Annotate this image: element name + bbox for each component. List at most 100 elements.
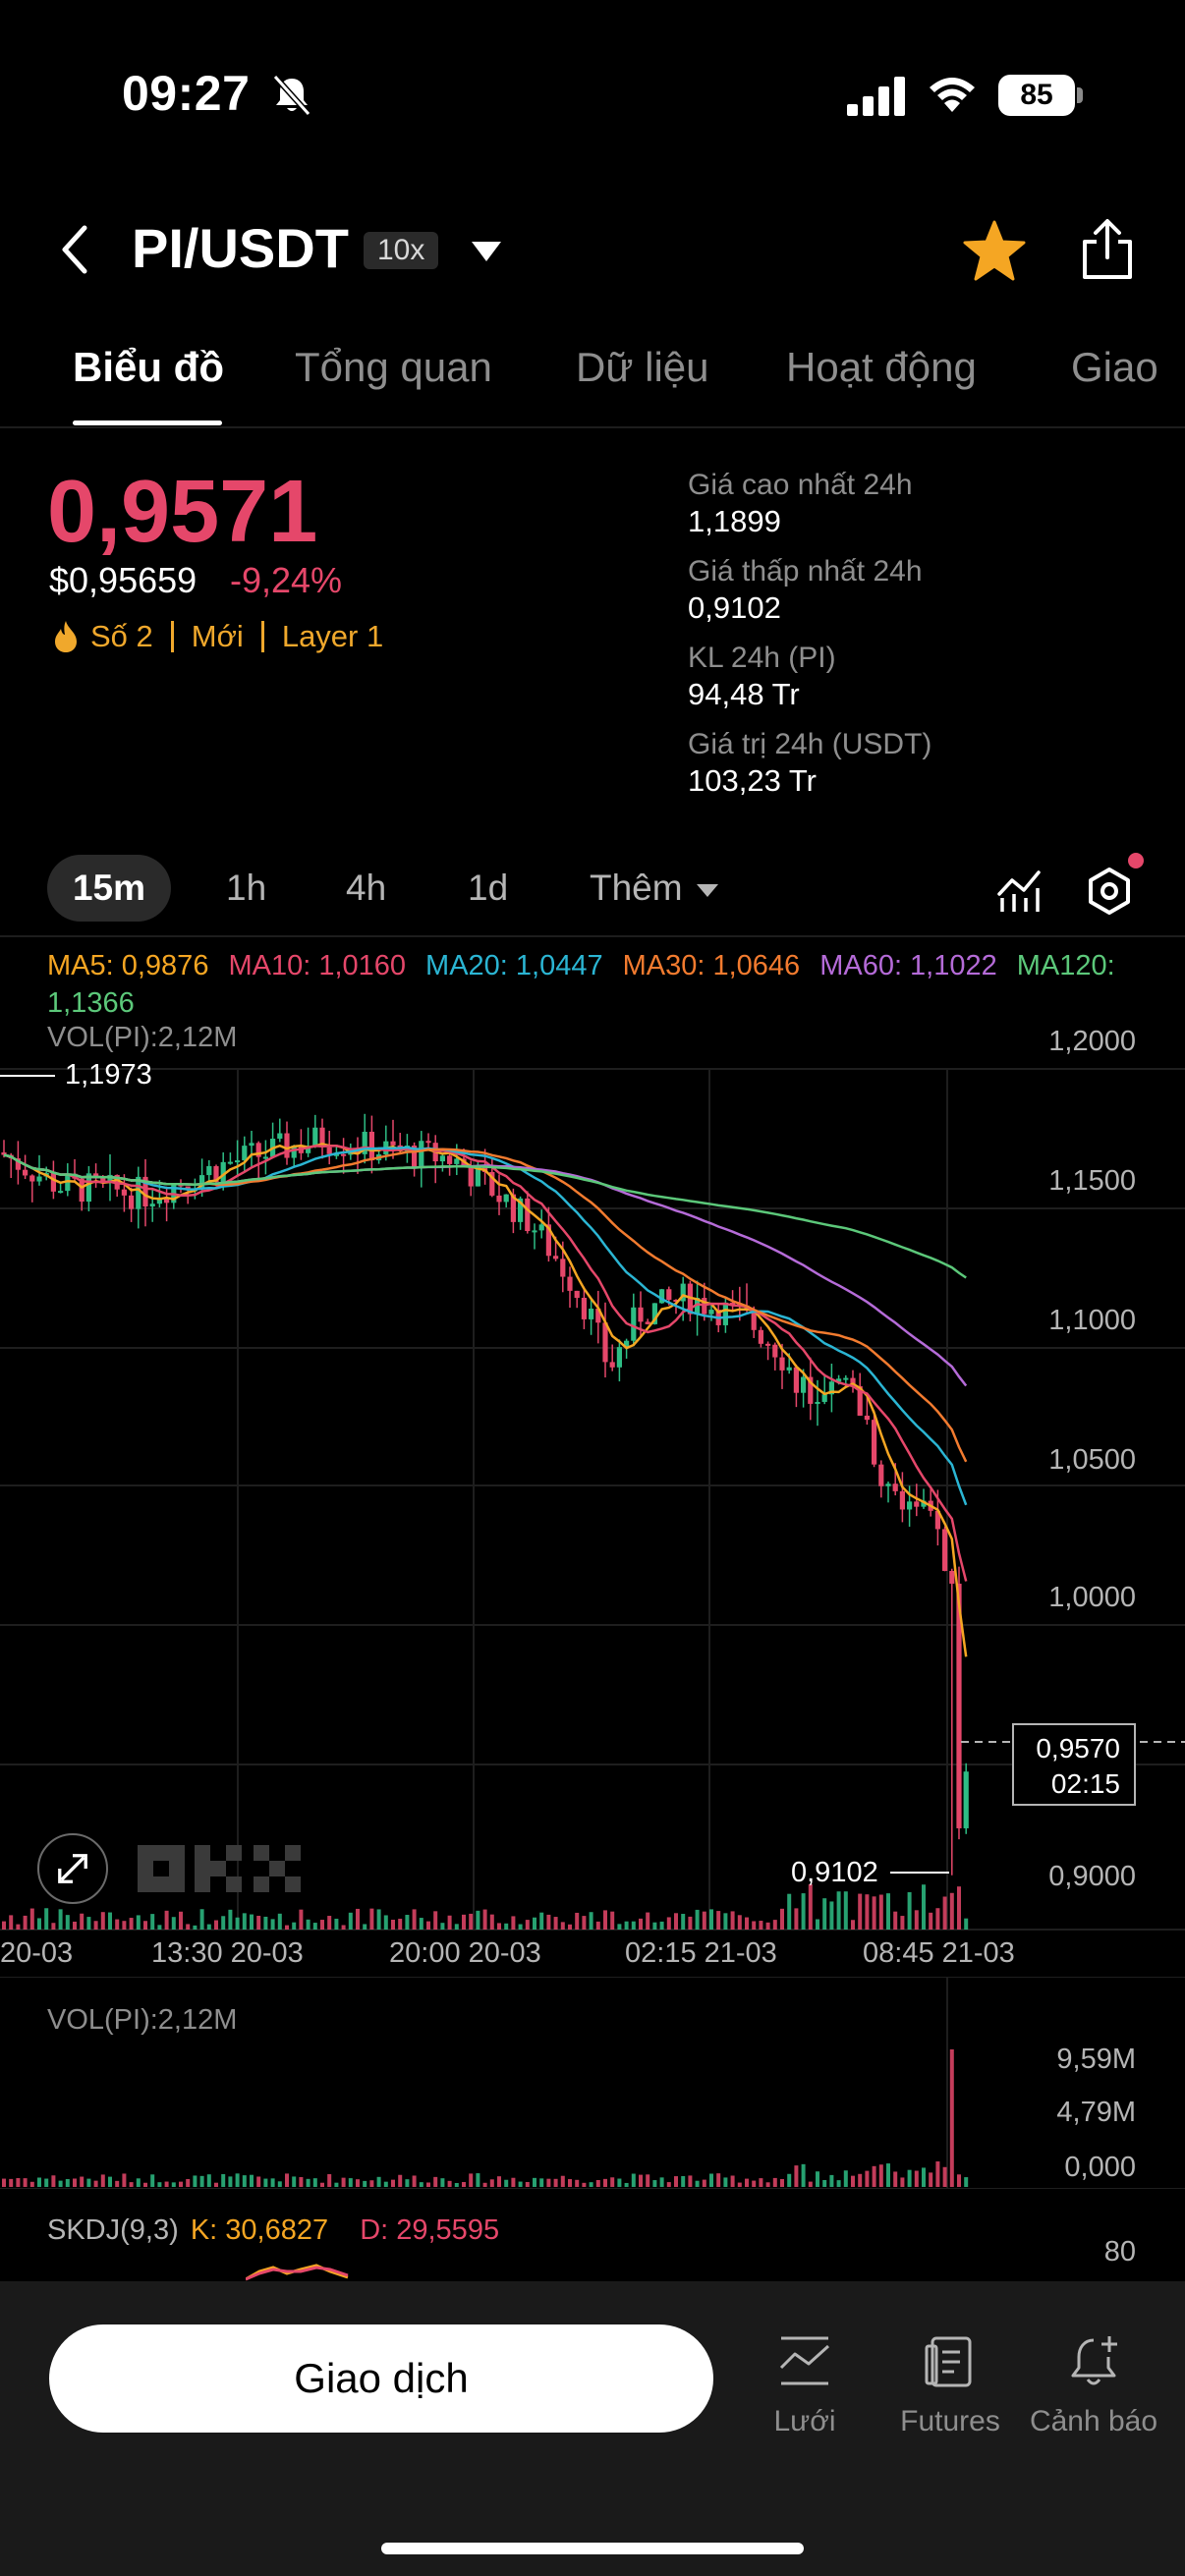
volume-bar (277, 1913, 282, 1930)
volume-bar (836, 1891, 841, 1930)
volume-bar (320, 2182, 324, 2187)
interval-1d[interactable]: 1d (468, 868, 509, 908)
candle-body (609, 1362, 615, 1368)
volume-bar (893, 2171, 898, 2187)
volume-bar (794, 1908, 799, 1930)
tab-chart[interactable]: Biểu đồ (73, 344, 224, 390)
volume-bar (617, 2178, 622, 2187)
volume-bar (639, 1918, 643, 1930)
volume-bar (419, 1918, 423, 1930)
volume-bar (482, 1909, 487, 1930)
candle-body (645, 1321, 650, 1324)
candle-body (454, 1158, 460, 1164)
candle-body (50, 1172, 56, 1192)
volume-bar (171, 1917, 176, 1930)
favorite-star-icon[interactable] (963, 220, 1026, 281)
bell-plus-icon (1071, 2336, 1117, 2385)
interval-1h[interactable]: 1h (226, 868, 267, 908)
volume-bar (752, 2180, 757, 2187)
ma120-line (3, 1153, 967, 1279)
candle-body (899, 1490, 905, 1510)
volume-bar (186, 2178, 191, 2187)
candle-body (567, 1276, 573, 1291)
volume-bar (228, 2176, 233, 2187)
candle-body (510, 1194, 516, 1222)
tag-rank[interactable]: Số 2 (90, 619, 153, 653)
candle-body (751, 1310, 757, 1330)
tab-data[interactable]: Dữ liệu (576, 344, 709, 390)
volume-bar (100, 2174, 105, 2187)
volume-bar (65, 1915, 70, 1930)
volume-bar (702, 1911, 706, 1930)
fullscreen-button[interactable] (37, 1833, 108, 1904)
candle-body (93, 1173, 99, 1178)
tab-trade[interactable]: Giao (1071, 344, 1158, 390)
volume-bar (666, 2182, 671, 2187)
candle-body (651, 1303, 657, 1324)
stat-24h-turnover: Giá trị 24h (USDT) 103,23 Tr (688, 728, 932, 798)
volume-bar (688, 2175, 693, 2187)
volume-bar (356, 2179, 360, 2187)
price-tick: 1,2000 (1048, 1026, 1136, 1057)
skdj-legend: SKDJ(9,3) K: 30,6827 D: 29,5595 (47, 2214, 499, 2247)
trade-button[interactable]: Giao dịch (49, 2324, 713, 2433)
volume-bar (16, 2178, 21, 2187)
volume-bar (716, 2173, 721, 2187)
tag-new[interactable]: Mới (191, 619, 244, 653)
grid-bot-label: Lưới (773, 2405, 836, 2437)
volume-bar (299, 1909, 304, 1930)
volume-bar (723, 2177, 728, 2187)
stat-24h-low: Giá thấp nhất 24h 0,9102 (688, 555, 923, 625)
volume-bar (143, 2182, 147, 2187)
tab-activity[interactable]: Hoạt động (786, 344, 977, 390)
volume-bar (603, 2178, 607, 2187)
volume-bar (489, 2179, 494, 2187)
volume-bar (652, 2180, 657, 2187)
candle-body (885, 1484, 891, 1486)
share-icon[interactable] (1079, 218, 1136, 281)
skdj-name: SKDJ(9,3) (47, 2214, 179, 2246)
interval-more[interactable]: Thêm (590, 855, 718, 922)
volume-bar (716, 1911, 721, 1930)
chevron-down-icon[interactable] (470, 240, 503, 263)
interval-selector: 15m 1h 4h 1d Thêm (0, 847, 1185, 937)
candle-body (631, 1307, 637, 1341)
interval-4h[interactable]: 4h (346, 868, 387, 908)
volume-bar (391, 2179, 395, 2187)
volume-bar (929, 1912, 933, 1930)
volume-bar (878, 1894, 883, 1930)
candlestick-chart[interactable] (0, 982, 1185, 1975)
candle-body (312, 1127, 318, 1147)
pair-title[interactable]: PI/USDT (132, 217, 349, 279)
indicators-icon[interactable] (996, 868, 1042, 914)
ma20-line (3, 1146, 968, 1506)
volume-bar (865, 2170, 870, 2187)
volume-bar (44, 2178, 49, 2187)
volume-bar (808, 2181, 813, 2187)
candle-body (680, 1283, 686, 1302)
volume-bar (533, 2177, 536, 2187)
volume-bar (780, 1908, 784, 1930)
volume-bar (270, 1919, 275, 1930)
volume-bar (907, 2169, 912, 2187)
futures-button[interactable]: Futures (876, 2332, 1024, 2438)
grid-bot-button[interactable]: Lưới (731, 2332, 878, 2438)
back-arrow-icon[interactable] (55, 222, 94, 277)
volume-bar (250, 2174, 254, 2187)
chart-settings-icon[interactable] (1085, 867, 1134, 916)
price-alert-button[interactable]: Cảnh báo (1020, 2332, 1167, 2438)
volume-bar (674, 1913, 678, 1930)
volume-bar (376, 1909, 381, 1930)
volume-bar (327, 2173, 332, 2187)
chart-grid (0, 1068, 1185, 1931)
tag-layer1[interactable]: Layer 1 (281, 619, 384, 653)
candle-body (390, 1141, 396, 1146)
volume-bar (193, 1925, 198, 1930)
volume-bar (794, 2165, 799, 2187)
volume-bar (235, 1917, 240, 1930)
tab-overview[interactable]: Tổng quan (295, 344, 492, 390)
interval-15m[interactable]: 15m (47, 855, 171, 922)
volume-pane-label: VOL(PI):2,12M (47, 2004, 238, 2036)
home-indicator (381, 2543, 804, 2554)
candle-countdown: 02:15 (1050, 1768, 1120, 1799)
